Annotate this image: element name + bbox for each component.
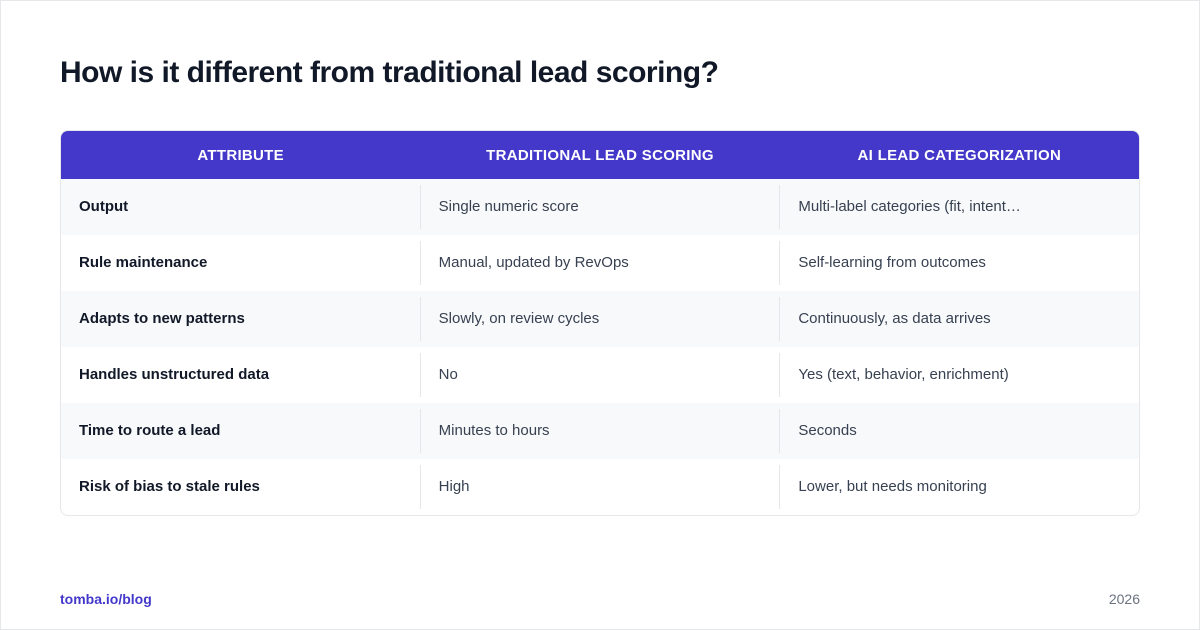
table-cell: No: [419, 353, 780, 397]
table-row: Adapts to new patterns Slowly, on review …: [61, 291, 1139, 347]
table-cell: Rule maintenance: [79, 254, 208, 271]
table-cell: Yes (text, behavior, enrichment): [779, 353, 1139, 397]
comparison-table: ATTRIBUTE TRADITIONAL LEAD SCORING AI LEAD…: [60, 130, 1140, 516]
source-link[interactable]: tomba.io/blog: [60, 591, 152, 607]
table-cell: Multi-label categories (fit, intent…: [779, 185, 1139, 229]
table-cell: Continuously, as data arrives: [779, 297, 1139, 341]
table-row: Time to route a lead Minutes to hours Seco…: [61, 403, 1139, 459]
table-row: Output Single numeric score Multi-label ca…: [61, 179, 1139, 235]
table-row: Handles unstructured data No Yes (text, be…: [61, 347, 1139, 403]
table-row: Rule maintenance Manual, updated by RevOp…: [61, 235, 1139, 291]
table-cell: Minutes to hours: [419, 409, 780, 453]
table-cell: Slowly, on review cycles: [419, 297, 780, 341]
table-cell: High: [419, 465, 780, 509]
table-cell: Lower, but needs monitoring: [779, 465, 1139, 509]
table-header: ATTRIBUTE TRADITIONAL LEAD SCORING AI LEAD…: [61, 131, 1139, 179]
year: 2026: [1108, 591, 1140, 607]
title: How is it different from traditional lea…: [60, 56, 719, 89]
column-header: TRADITIONAL LEAD SCORING: [486, 146, 714, 164]
table-cell: Self-learning from outcomes: [779, 241, 1139, 285]
table-cell: Output: [79, 198, 129, 215]
column-header: AI LEAD CATEGORIZATION: [857, 146, 1062, 164]
table-cell: Time to route a lead: [79, 422, 221, 439]
table-cell: Adapts to new patterns: [79, 310, 245, 327]
table-cell: Seconds: [779, 409, 1139, 453]
table-row: Risk of bias to stale rules High Lower, bu…: [61, 459, 1139, 515]
table-cell: Single numeric score: [419, 185, 780, 229]
table-cell: Risk of bias to stale rules: [79, 478, 260, 495]
table-cell: Handles unstructured data: [79, 366, 270, 383]
column-header: ATTRIBUTE: [197, 146, 284, 164]
table-cell: Manual, updated by RevOps: [419, 241, 780, 285]
table-body: Output Single numeric score Multi-label ca…: [61, 179, 1139, 515]
